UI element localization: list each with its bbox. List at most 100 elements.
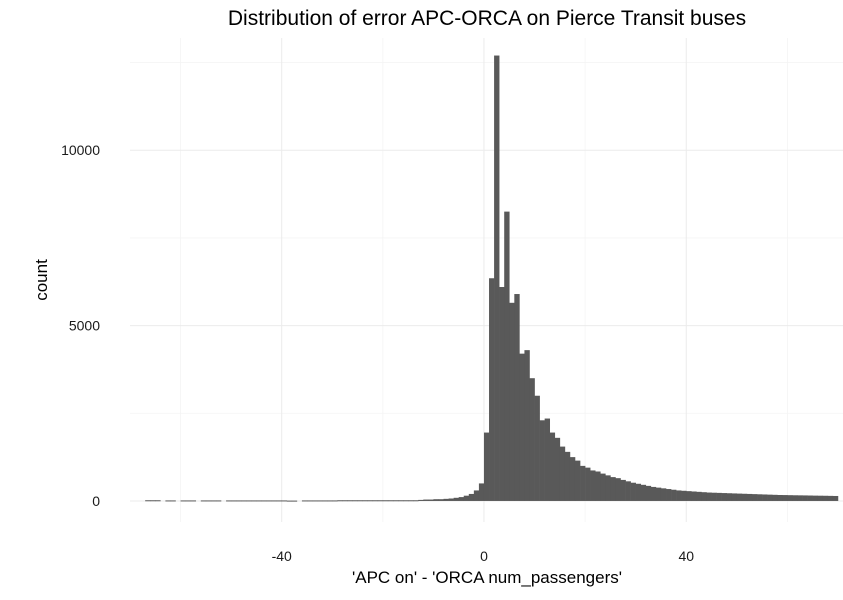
histogram-bar: [610, 477, 616, 501]
histogram-bar: [620, 479, 626, 501]
histogram-bar: [746, 493, 753, 501]
x-tick-label: -40: [272, 548, 292, 564]
histogram-bar: [569, 457, 576, 501]
histogram-bar: [236, 500, 242, 502]
histogram-bar: [205, 500, 212, 502]
histogram-bar: [691, 491, 697, 501]
histogram-bar: [625, 481, 631, 501]
histogram-bars: [145, 55, 839, 502]
histogram-bar: [226, 500, 232, 502]
histogram-bar: [635, 483, 642, 501]
histogram-bar: [241, 500, 247, 502]
histogram-bar: [337, 500, 343, 502]
histogram-bar: [271, 500, 277, 502]
histogram-bar: [306, 500, 313, 502]
histogram-bar: [499, 287, 505, 501]
histogram-bar: [514, 294, 520, 501]
histogram-bar: [458, 497, 465, 501]
histogram-bar: [645, 485, 652, 501]
x-axis-ticks: -40 0 40: [272, 548, 695, 564]
x-tick-label: 0: [480, 548, 488, 564]
histogram-bar: [403, 500, 409, 502]
histogram-bar: [590, 470, 596, 501]
histogram-bar: [463, 495, 470, 501]
histogram-bar: [155, 500, 161, 502]
histogram-bar: [751, 494, 758, 501]
histogram-bar: [832, 495, 839, 501]
histogram-bar: [266, 500, 272, 502]
histogram-bar: [256, 500, 262, 502]
histogram-bar: [215, 500, 222, 502]
histogram-bar: [595, 471, 601, 501]
histogram-bar: [362, 500, 368, 502]
histogram-bar: [433, 499, 439, 501]
histogram-bar: [408, 500, 414, 502]
histogram-bar: [519, 353, 525, 501]
histogram-bar: [382, 500, 389, 502]
histogram-bar: [529, 378, 535, 501]
histogram-bar: [549, 432, 556, 501]
histogram-bar: [696, 491, 702, 501]
histogram-bar: [666, 489, 672, 501]
histogram-bar: [736, 493, 743, 501]
histogram-bar: [554, 437, 561, 501]
y-axis-title: count: [32, 259, 51, 301]
x-tick-label: 40: [678, 548, 694, 564]
histogram-bar: [398, 500, 404, 502]
histogram-bar: [251, 500, 257, 502]
histogram-bar: [342, 500, 348, 502]
histogram-bar: [812, 495, 819, 501]
histogram-bar: [655, 487, 662, 501]
histogram-bar: [701, 492, 707, 501]
histogram-bar: [564, 451, 571, 501]
histogram-bar: [807, 495, 813, 501]
histogram-bar: [605, 475, 611, 501]
histogram-bar: [676, 490, 682, 501]
histogram-bar: [473, 490, 480, 501]
histogram-bar: [438, 499, 444, 501]
histogram-bar: [650, 486, 657, 501]
histogram-bar: [428, 499, 434, 501]
histogram-bar: [200, 500, 207, 502]
histogram-bar: [170, 500, 176, 502]
histogram-bar: [640, 484, 647, 501]
histogram-bar: [322, 500, 328, 502]
histogram-bar: [706, 492, 712, 501]
histogram-bar: [762, 494, 768, 501]
histogram-bar: [317, 500, 323, 502]
histogram-bar: [448, 498, 454, 501]
histogram-bar: [210, 500, 217, 502]
histogram-bar: [539, 420, 545, 501]
histogram-bar: [731, 493, 738, 501]
histogram-bar: [585, 467, 591, 501]
histogram-bar: [347, 500, 353, 502]
histogram-bar: [580, 465, 586, 501]
histogram-bar: [792, 495, 798, 501]
histogram-bar: [246, 500, 252, 502]
histogram-bar: [261, 500, 267, 502]
histogram-bar: [478, 483, 485, 501]
histogram-bar: [509, 302, 515, 501]
histogram-bar: [180, 500, 186, 502]
histogram-bar: [686, 491, 692, 501]
histogram-bar: [468, 493, 475, 501]
histogram-bar: [357, 500, 363, 502]
y-tick-label: 5000: [69, 318, 100, 334]
histogram-bar: [741, 493, 748, 501]
histogram-bar: [544, 418, 551, 501]
histogram-bar: [660, 488, 667, 501]
histogram-bar: [291, 500, 298, 502]
histogram-bar: [671, 489, 677, 501]
histogram-bar: [286, 500, 293, 502]
histogram-bar: [372, 500, 379, 502]
histogram-bar: [817, 495, 824, 501]
histogram-bar: [392, 500, 399, 502]
histogram-bar: [312, 500, 318, 502]
y-axis-ticks: 0 5000 10000: [61, 142, 100, 509]
histogram-bar: [524, 350, 530, 501]
histogram-bar: [443, 498, 449, 501]
histogram-bar: [352, 500, 358, 502]
histogram-bar: [574, 460, 581, 501]
histogram-bar: [150, 500, 156, 502]
